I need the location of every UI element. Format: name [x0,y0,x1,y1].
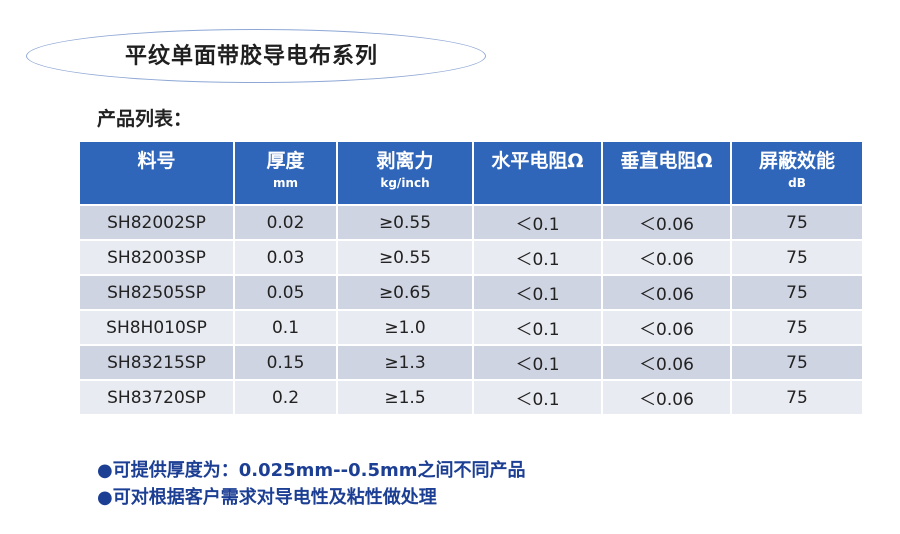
header-label: 垂直电阻Ω [620,150,713,172]
cell-part-number: SH83720SP [80,379,235,414]
header-unit: mm [272,176,298,190]
cell-thickness: 0.03 [235,239,338,274]
header-cell: 垂直电阻Ω [603,142,732,204]
cell-peel-strength: ≥0.55 [338,239,474,274]
cell-shielding: 75 [732,379,862,414]
cell-horizontal-resistance: ＜0.1 [474,239,603,274]
header-unit: kg/inch [380,176,430,190]
header-cell: 屏蔽效能 dB [732,142,862,204]
header-label: 料号 [137,150,176,172]
cell-vertical-resistance: ＜0.06 [603,379,732,414]
header-cell: 水平电阻Ω [474,142,603,204]
cell-thickness: 0.1 [235,309,338,344]
header-cell: 料号 [80,142,235,204]
note-custom-treatment: ●可对根据客户需求对导电性及粘性做处理 [97,487,437,508]
cell-thickness: 0.05 [235,274,338,309]
cell-peel-strength: ≥0.55 [338,204,474,239]
table-row: SH82003SP 0.03 ≥0.55 ＜0.1 ＜0.06 75 [80,239,862,274]
table-header-row: 料号 厚度 mm 剥离力 kg/inch 水平电阻Ω 垂直电阻Ω [80,142,862,204]
header-label: 剥离力 [376,150,434,172]
cell-vertical-resistance: ＜0.06 [603,344,732,379]
table-row: SH82505SP 0.05 ≥0.65 ＜0.1 ＜0.06 75 [80,274,862,309]
table-row: SH83215SP 0.15 ≥1.3 ＜0.1 ＜0.06 75 [80,344,862,379]
cell-horizontal-resistance: ＜0.1 [474,274,603,309]
note-thickness-range: ●可提供厚度为：0.025mm--0.5mm之间不同产品 [97,460,526,481]
cell-horizontal-resistance: ＜0.1 [474,204,603,239]
header-cell: 厚度 mm [235,142,338,204]
cell-shielding: 75 [732,239,862,274]
product-table: 料号 厚度 mm 剥离力 kg/inch 水平电阻Ω 垂直电阻Ω [80,142,862,414]
header-label: 厚度 [266,150,305,172]
cell-part-number: SH82003SP [80,239,235,274]
cell-part-number: SH82002SP [80,204,235,239]
cell-part-number: SH8H010SP [80,309,235,344]
cell-horizontal-resistance: ＜0.1 [474,344,603,379]
cell-shielding: 75 [732,344,862,379]
header-label: 屏蔽效能 [758,150,835,172]
cell-part-number: SH82505SP [80,274,235,309]
cell-shielding: 75 [732,204,862,239]
title-ellipse [26,29,486,83]
cell-vertical-resistance: ＜0.06 [603,204,732,239]
cell-peel-strength: ≥1.5 [338,379,474,414]
header-cell: 剥离力 kg/inch [338,142,474,204]
cell-peel-strength: ≥0.65 [338,274,474,309]
cell-shielding: 75 [732,309,862,344]
table-row: SH82002SP 0.02 ≥0.55 ＜0.1 ＜0.06 75 [80,204,862,239]
cell-horizontal-resistance: ＜0.1 [474,309,603,344]
cell-part-number: SH83215SP [80,344,235,379]
cell-shielding: 75 [732,274,862,309]
cell-peel-strength: ≥1.3 [338,344,474,379]
cell-thickness: 0.15 [235,344,338,379]
header-label: 水平电阻Ω [491,150,584,172]
cell-vertical-resistance: ＜0.06 [603,239,732,274]
section-label: 产品列表： [97,108,193,130]
cell-thickness: 0.2 [235,379,338,414]
cell-vertical-resistance: ＜0.06 [603,274,732,309]
cell-vertical-resistance: ＜0.06 [603,309,732,344]
page-title: 平纹单面带胶导电布系列 [125,44,379,69]
cell-peel-strength: ≥1.0 [338,309,474,344]
table-row: SH8H010SP 0.1 ≥1.0 ＜0.1 ＜0.06 75 [80,309,862,344]
table-row: SH83720SP 0.2 ≥1.5 ＜0.1 ＜0.06 75 [80,379,862,414]
header-unit: dB [788,176,806,190]
cell-horizontal-resistance: ＜0.1 [474,379,603,414]
cell-thickness: 0.02 [235,204,338,239]
